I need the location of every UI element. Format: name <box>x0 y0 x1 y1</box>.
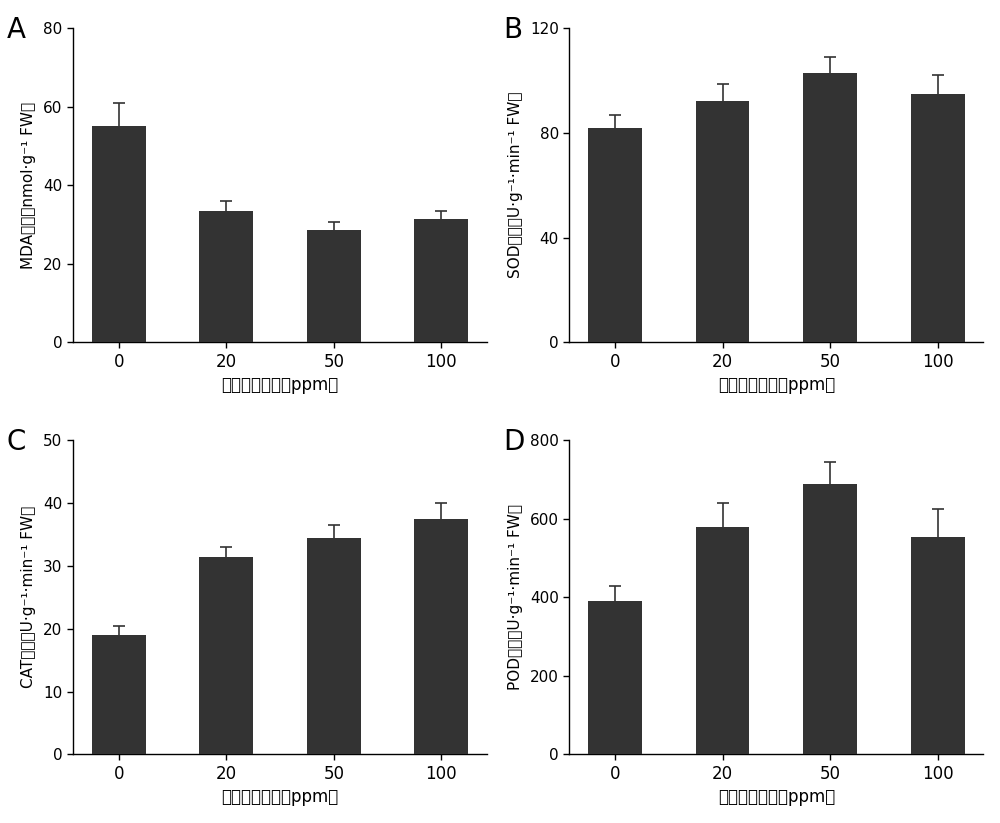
Text: B: B <box>503 16 522 44</box>
Y-axis label: MDA含量（nmol·g⁻¹ FW）: MDA含量（nmol·g⁻¹ FW） <box>21 101 36 269</box>
Bar <box>307 230 361 342</box>
Bar <box>696 101 749 342</box>
Text: C: C <box>7 428 26 456</box>
Bar <box>199 556 253 755</box>
Bar <box>414 219 468 342</box>
Y-axis label: POD活性（U·g⁻¹·min⁻¹ FW）: POD活性（U·g⁻¹·min⁻¹ FW） <box>508 504 523 690</box>
Y-axis label: CAT活性（U·g⁻¹·min⁻¹ FW）: CAT活性（U·g⁻¹·min⁻¹ FW） <box>21 506 36 689</box>
Bar <box>911 94 965 342</box>
X-axis label: 多糖噴施浓度（ppm）: 多糖噴施浓度（ppm） <box>718 788 835 807</box>
Bar <box>307 537 361 755</box>
Bar <box>803 484 857 755</box>
Y-axis label: SOD活性（U·g⁻¹·min⁻¹ FW）: SOD活性（U·g⁻¹·min⁻¹ FW） <box>508 92 523 278</box>
Bar <box>588 128 642 342</box>
Bar <box>92 126 146 342</box>
Bar <box>414 518 468 755</box>
Bar <box>911 537 965 755</box>
Text: A: A <box>7 16 26 44</box>
X-axis label: 多糖噴施浓度（ppm）: 多糖噴施浓度（ppm） <box>718 376 835 394</box>
Bar <box>696 527 749 755</box>
Bar <box>803 72 857 342</box>
Bar <box>92 635 146 755</box>
X-axis label: 多糖噴施浓度（ppm）: 多糖噴施浓度（ppm） <box>221 788 339 807</box>
Bar <box>588 602 642 755</box>
Text: D: D <box>503 428 524 456</box>
Bar <box>199 211 253 342</box>
X-axis label: 多糖噴施浓度（ppm）: 多糖噴施浓度（ppm） <box>221 376 339 394</box>
